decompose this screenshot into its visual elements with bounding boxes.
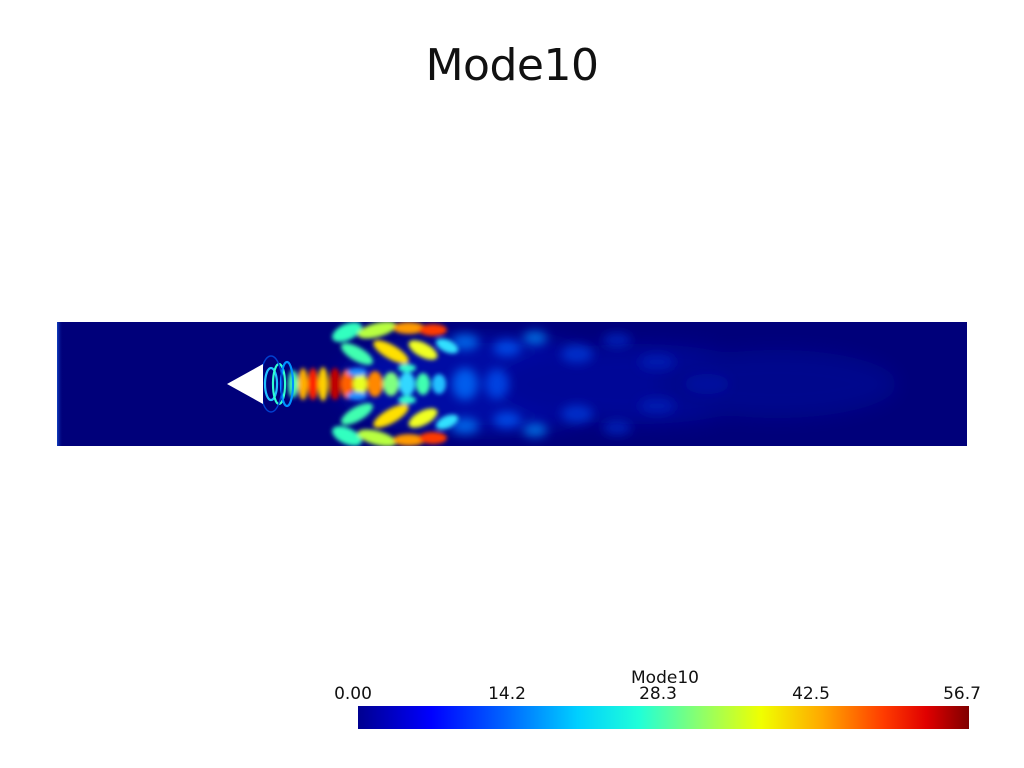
downstream-blobs bbox=[451, 331, 729, 437]
inlet-edge bbox=[57, 322, 63, 446]
obstacle-triangle bbox=[227, 364, 263, 404]
colorbar-tick-1: 14.2 bbox=[488, 684, 526, 704]
near-body-rings bbox=[259, 355, 295, 413]
colorbar-tick-3: 42.5 bbox=[792, 684, 830, 704]
mode-field-plot bbox=[57, 322, 967, 446]
colorbar-tick-4: 56.7 bbox=[943, 684, 981, 704]
colorbar-tick-2: 28.3 bbox=[639, 684, 677, 704]
plot-title: Mode10 bbox=[425, 40, 599, 91]
colorbar-tick-0: 0.00 bbox=[334, 684, 372, 704]
colorbar-title: Mode10 bbox=[631, 668, 699, 688]
colorbar bbox=[358, 706, 969, 729]
mode-lobes bbox=[288, 322, 459, 446]
field-svg bbox=[57, 322, 967, 446]
